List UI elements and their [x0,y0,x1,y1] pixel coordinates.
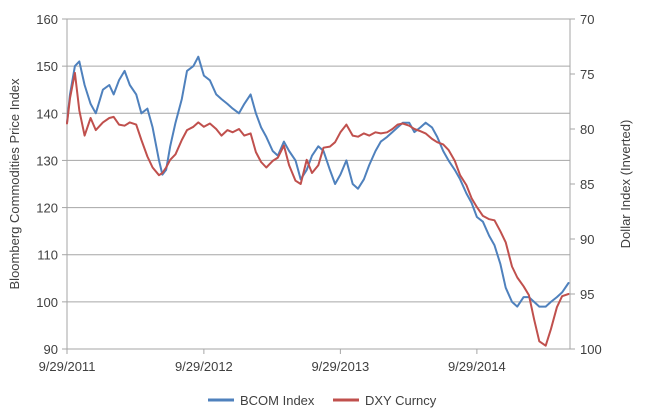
x-tick-label: 9/29/2014 [448,359,506,374]
bcom-index-line [66,55,570,308]
right-tick-label: 75 [580,67,594,82]
left-tick-label: 130 [36,153,58,168]
dxy-curncy-line [66,71,570,347]
plot-area-border [66,18,571,350]
left-tick-label: 100 [36,295,58,310]
gridlines [67,65,570,303]
series-lines [66,55,570,347]
legend-label-bcom: BCOM Index [240,393,315,408]
right-tick-label: 100 [580,342,602,357]
right-tick-label: 80 [580,122,594,137]
left-tick-label: 150 [36,59,58,74]
x-tick-label: 9/29/2013 [311,359,369,374]
legend: BCOM Index DXY Curncy [208,393,437,408]
left-tick-label: 140 [36,106,58,121]
y-axis-title: Bloomberg Commodities Price Index [7,78,22,289]
right-tick-label: 95 [580,287,594,302]
x-tick-label: 9/29/2012 [175,359,233,374]
left-tick-label: 90 [44,342,58,357]
left-tick-label: 110 [37,248,58,263]
left-tick-label: 120 [36,201,58,216]
x-tick-label: 9/29/2011 [39,359,96,374]
right-tick-label: 90 [580,232,594,247]
left-axis-ticks: 90 100 110 120 130 140 150 160 [36,12,67,357]
y2-axis-title: Dollar Index (Inverted) [618,120,633,249]
legend-label-dxy: DXY Curncy [365,393,437,408]
right-tick-label: 85 [580,177,594,192]
x-axis-ticks: 9/29/2011 9/29/2012 9/29/2013 9/29/2014 [39,349,506,374]
right-axis-ticks: 100 95 90 85 80 75 70 [570,12,602,357]
left-tick-label: 160 [36,12,58,27]
right-tick-label: 70 [580,12,594,27]
